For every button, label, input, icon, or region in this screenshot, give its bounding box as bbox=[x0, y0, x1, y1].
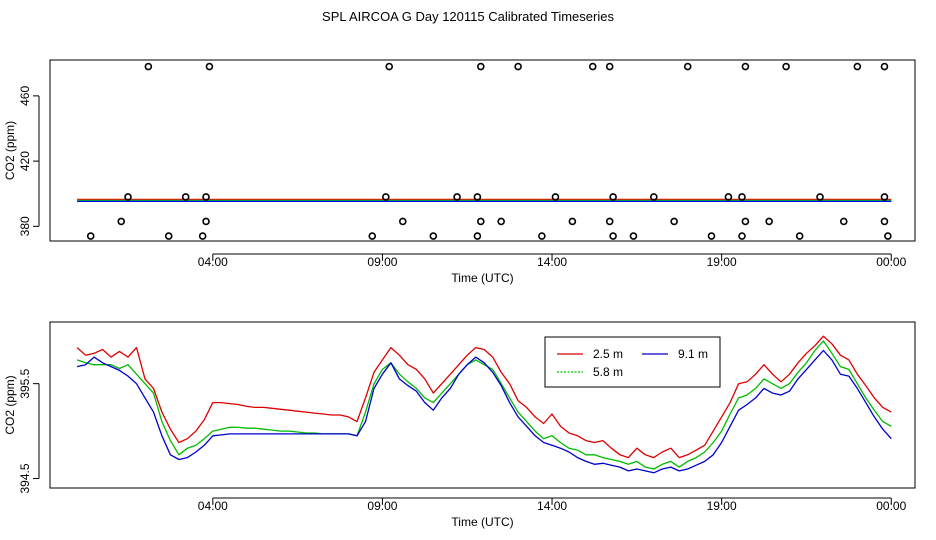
panel1-data-point bbox=[164, 232, 173, 240]
panel1-data-point bbox=[605, 217, 614, 226]
panel1-data-point bbox=[473, 193, 482, 201]
panel1-data-point bbox=[605, 62, 614, 71]
panel1-plot-frame bbox=[49, 59, 916, 242]
panel1-data-point bbox=[880, 217, 889, 226]
panel1-data-point bbox=[198, 232, 207, 240]
panel1-data-point bbox=[368, 232, 377, 240]
panel1-data-point bbox=[124, 193, 132, 201]
panel1-data-point bbox=[514, 62, 522, 71]
panel1-data-point bbox=[202, 217, 210, 226]
panel1-x-tick-label: 14:00 bbox=[537, 255, 567, 269]
panel1-data-point bbox=[429, 232, 438, 240]
panel1-data-point bbox=[398, 217, 407, 226]
panel1-x-tick-label: 19:00 bbox=[707, 255, 737, 269]
panel1-data-point bbox=[181, 193, 190, 201]
panel2-y-tick-label: 394.5 bbox=[18, 463, 32, 493]
panel1-data-point bbox=[741, 62, 750, 71]
panel1-data-point bbox=[497, 217, 505, 226]
panel1-data-point bbox=[884, 232, 892, 240]
panel1-data-point bbox=[202, 193, 210, 201]
legend-label: 5.8 m bbox=[593, 365, 623, 379]
panel1-data-point bbox=[86, 232, 95, 240]
panel1-data-point bbox=[880, 193, 889, 201]
legend-label: 2.5 m bbox=[593, 347, 623, 361]
panel2-x-tick-label: 19:00 bbox=[707, 499, 737, 513]
panel1-data-point bbox=[629, 232, 638, 240]
panel1-data-point bbox=[853, 62, 862, 71]
panel1-data-point bbox=[816, 193, 824, 201]
panel1-data-point bbox=[477, 217, 485, 226]
panel1-data-point bbox=[795, 232, 804, 240]
panel1-data-point bbox=[551, 193, 560, 201]
panel1-data-point bbox=[724, 193, 733, 201]
panel1-y-tick-label: 460 bbox=[18, 86, 32, 106]
panel1-data-point bbox=[765, 217, 773, 226]
panel1-data-point bbox=[683, 62, 692, 71]
legend-box bbox=[544, 336, 721, 388]
panel1-y-axis-label: CO2 (ppm) bbox=[3, 121, 17, 180]
panel1-y-tick-label: 420 bbox=[18, 151, 32, 171]
panel1-x-tick-label: 04:00 bbox=[198, 255, 228, 269]
panel1-data-point bbox=[385, 62, 394, 71]
panel1-data-point bbox=[670, 217, 678, 226]
panel1-data-point bbox=[473, 232, 482, 240]
panel1-data-point bbox=[650, 193, 658, 201]
panel1-x-tick-label: 09:00 bbox=[367, 255, 397, 269]
panel2-x-tick-label: 04:00 bbox=[198, 499, 228, 513]
panel1-data-point bbox=[382, 193, 390, 201]
panel2-x-axis-label: Time (UTC) bbox=[451, 515, 513, 529]
panel1-data-point bbox=[609, 193, 617, 201]
legend-label: 9.1 m bbox=[678, 347, 708, 361]
panel1-data-point bbox=[738, 232, 746, 240]
panel2-series-line-2-5-m bbox=[76, 335, 892, 459]
panel1-data-point bbox=[741, 217, 750, 226]
panel1-data-point bbox=[588, 62, 597, 71]
chart-title: SPL AIRCOA G Day 120115 Calibrated Times… bbox=[322, 9, 614, 24]
panel1-data-point bbox=[205, 62, 214, 71]
panel1-data-point bbox=[477, 62, 485, 71]
panel1-y-tick-label: 380 bbox=[18, 216, 32, 236]
panel2-x-tick-label: 14:00 bbox=[537, 499, 567, 513]
panel1-data-point bbox=[738, 193, 746, 201]
panel2-series-line-5-8-m bbox=[76, 340, 892, 470]
panel2-plot-frame bbox=[49, 321, 916, 489]
panel1-data-point bbox=[568, 217, 577, 226]
panel1-x-axis-label: Time (UTC) bbox=[451, 271, 513, 285]
panel1-data-point bbox=[117, 217, 126, 226]
panel2-series-line-9-1-m bbox=[76, 349, 892, 474]
panel1-data-point bbox=[839, 217, 848, 226]
panel2-x-tick-label: 09:00 bbox=[367, 499, 397, 513]
panel1-data-point bbox=[880, 62, 889, 71]
panel2-y-axis-label: CO2 (ppm) bbox=[3, 375, 17, 434]
panel1-data-point bbox=[707, 232, 716, 240]
panel1-x-tick-label: 00:00 bbox=[876, 255, 906, 269]
panel1-data-point bbox=[782, 62, 790, 71]
panel1-data-point bbox=[538, 232, 546, 240]
panel1-data-point bbox=[609, 232, 617, 240]
panel2-y-tick-label: 395.5 bbox=[18, 368, 32, 398]
panel1-data-point bbox=[453, 193, 461, 201]
panel1-data-point bbox=[144, 62, 153, 71]
panel2-x-tick-label: 00:00 bbox=[876, 499, 906, 513]
